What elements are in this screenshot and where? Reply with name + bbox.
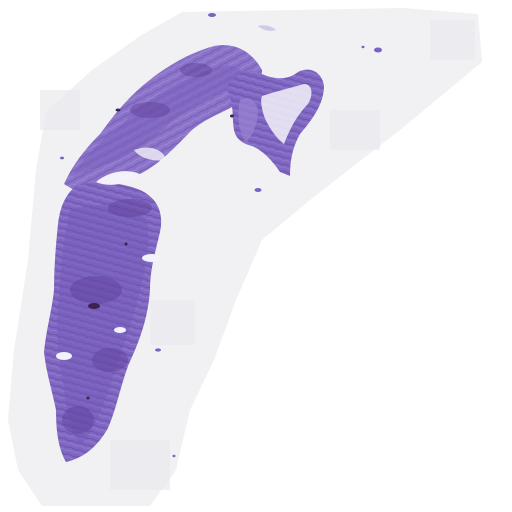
dark-specks xyxy=(86,108,234,400)
tissue-gap xyxy=(261,84,312,144)
tissue-upper-inner xyxy=(72,65,245,176)
dense-patches xyxy=(62,63,212,434)
pale-gaps xyxy=(56,147,166,360)
tissue-main-inner xyxy=(57,204,149,446)
stray-fragments xyxy=(60,13,382,458)
tissue-main-body xyxy=(44,182,162,462)
faint-fragment xyxy=(258,25,276,31)
tissue-right-fold xyxy=(238,98,258,142)
